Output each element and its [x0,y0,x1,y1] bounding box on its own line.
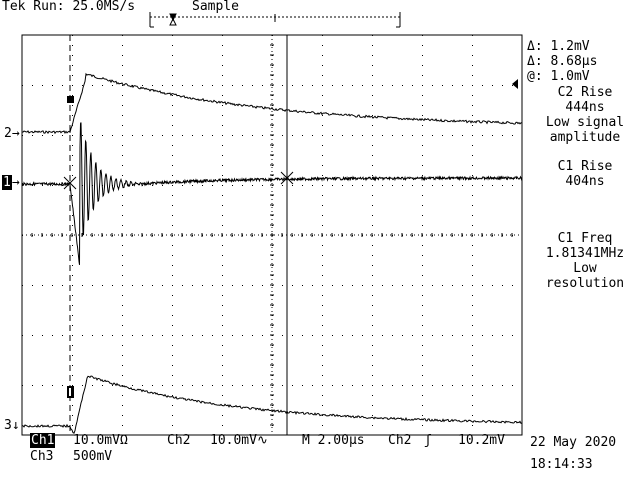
acquisition-status: Tek Run: 25.0MS/s [2,0,136,14]
graticule-grid [21,34,523,436]
trigger-slope-icon: ʃ [424,433,432,448]
date: 22 May 2020 [530,435,617,450]
trigger-source[interactable]: Ch2 [388,433,412,448]
measurement-2-value: 404ns [565,174,605,189]
acquisition-mode: Sample [192,0,239,14]
measurement-2-title: C1 Rise [557,159,613,174]
ch1-marker[interactable]: 1→ [2,175,20,190]
ch2-scale[interactable]: 10.0mV∿ [210,433,268,448]
trigger-level[interactable]: 10.2mV [458,433,505,448]
trigger-level-icon [512,79,518,89]
measurement-3-note: Low [573,261,597,276]
ch3-scale[interactable]: 500mV [73,449,113,464]
measurement-3-note: resolution [545,276,625,291]
ch3-label[interactable]: Ch3 [30,449,54,464]
trace-marker [67,96,74,103]
ch3-trace [22,375,523,434]
measurement-1-note: amplitude [549,130,621,145]
ch2-trace [21,72,523,135]
measurement-1-title: C2 Rise [557,85,613,100]
measurement-3-value: 1.81341MHz [545,246,625,261]
ch3-marker[interactable]: 3↓ [4,418,20,433]
cursor-at: @: 1.0mV [527,69,590,84]
record-position-bar [149,12,401,28]
ch1-trace [21,122,523,265]
measurement-3-title: C1 Freq [557,231,613,246]
cursor-delta-v: Δ: 1.2mV [527,39,590,54]
cursor-delta-t: Δ: 8.68μs [527,54,598,69]
ch1-label[interactable]: Ch1 [30,433,56,448]
ch2-label[interactable]: Ch2 [167,433,191,448]
ch2-marker[interactable]: 2→ [4,126,20,141]
measurement-1-value: 444ns [565,100,605,115]
timebase[interactable]: M 2.00μs [302,433,365,448]
cursor-marks [63,171,294,190]
time: 18:14:33 [530,457,593,472]
ch1-scale[interactable]: 10.0mVΩ [73,433,128,448]
measurement-1-note: Low signal [545,115,625,130]
